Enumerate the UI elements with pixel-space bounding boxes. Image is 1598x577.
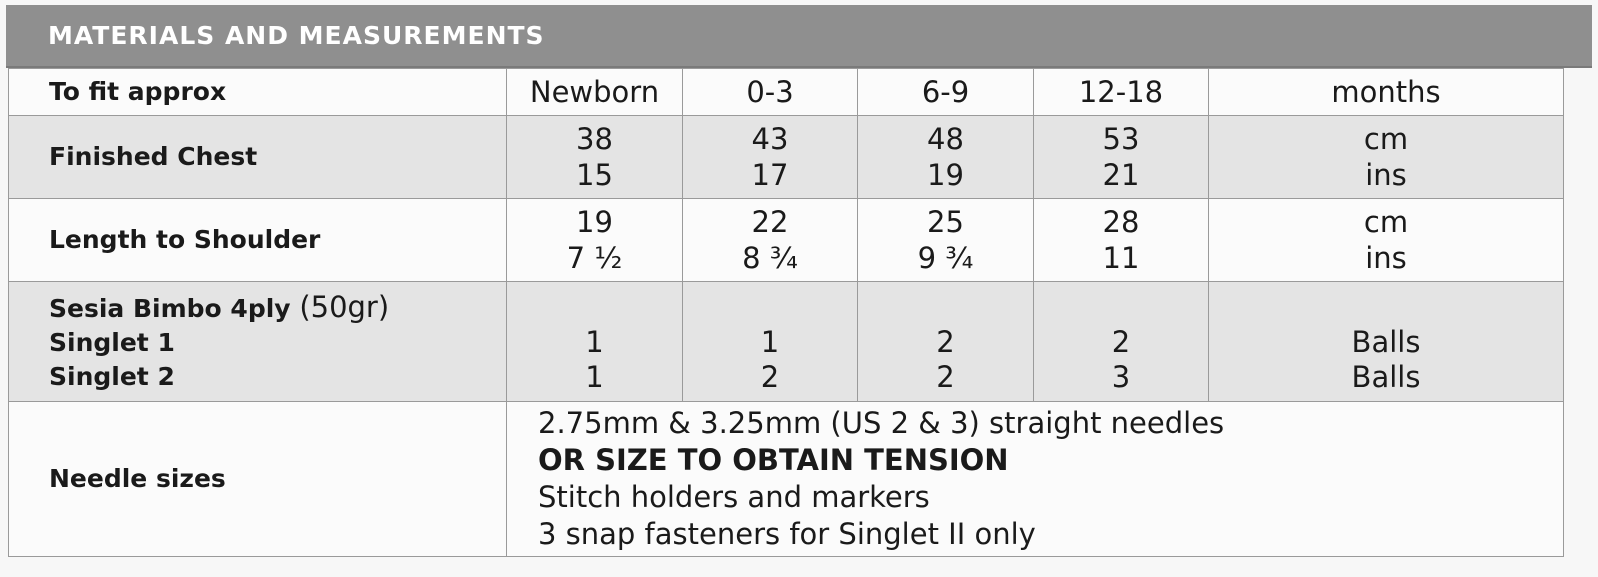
length-ins: 11 [1102, 241, 1140, 275]
singlet1-balls: 2 [1111, 324, 1131, 359]
chest-row: Finished Chest 38 15 43 17 48 19 53 21 cm ins [8, 115, 1564, 199]
length-cm: 19 [576, 205, 613, 239]
singlet2-balls: 2 [760, 359, 780, 394]
singlet1-label: Singlet 1 [49, 327, 175, 357]
singlet2-balls: 2 [936, 359, 955, 394]
length-cell: 25 9 ¾ [857, 198, 1034, 282]
length-cm: 22 [751, 205, 789, 239]
chest-cell: 48 19 [857, 115, 1034, 199]
length-unit-cell: cm ins [1208, 198, 1564, 282]
length-cm: 25 [927, 205, 964, 239]
tension-note: OR SIZE TO OBTAIN TENSION [538, 443, 1009, 477]
unit-cm: cm [1363, 205, 1409, 239]
chest-ins: 21 [1102, 158, 1140, 192]
needles-label: Needle sizes [8, 401, 507, 557]
yarn-label-cell: Sesia Bimbo 4ply (50gr) Singlet 1 Single… [8, 281, 507, 402]
size-0-3: 0-3 [682, 68, 858, 116]
unit-balls: Balls [1351, 359, 1421, 394]
length-cell: 22 8 ¾ [682, 198, 858, 282]
chest-cm: 48 [927, 122, 964, 156]
yarn-row: Sesia Bimbo 4ply (50gr) Singlet 1 Single… [8, 281, 1564, 402]
needles-row: Needle sizes 2.75mm & 3.25mm (US 2 & 3) … [8, 401, 1564, 557]
chest-ins: 19 [927, 158, 964, 192]
yarn-unit-cell: Balls Balls [1208, 281, 1564, 402]
fasteners-line: 3 snap fasteners for Singlet II only [538, 517, 1036, 551]
unit-cm: cm [1363, 122, 1409, 156]
chest-cell: 43 17 [682, 115, 858, 199]
chest-cm: 38 [576, 122, 613, 156]
chest-cell: 38 15 [506, 115, 683, 199]
singlet1-balls: 2 [936, 324, 955, 359]
singlet1-balls: 1 [760, 324, 780, 359]
needles-details: 2.75mm & 3.25mm (US 2 & 3) straight need… [506, 401, 1564, 557]
fit-unit: months [1208, 68, 1564, 116]
size-6-9: 6-9 [857, 68, 1034, 116]
notions-line: Stitch holders and markers [538, 480, 930, 514]
fit-row: To fit approx Newborn 0-3 6-9 12-18 mont… [8, 68, 1564, 116]
length-label: Length to Shoulder [8, 198, 507, 282]
unit-ins: ins [1365, 158, 1407, 192]
chest-ins: 15 [576, 158, 613, 192]
chest-unit-cell: cm ins [1208, 115, 1564, 199]
chest-cell: 53 21 [1033, 115, 1209, 199]
length-cm: 28 [1102, 205, 1140, 239]
section-title: MATERIALS AND MEASUREMENTS [48, 21, 545, 50]
length-ins: 9 ¾ [917, 241, 974, 275]
size-newborn: Newborn [506, 68, 683, 116]
chest-cm: 53 [1102, 122, 1140, 156]
materials-sheet: MATERIALS AND MEASUREMENTS To fit approx… [6, 5, 1592, 567]
size-12-18: 12-18 [1033, 68, 1209, 116]
length-cell: 19 7 ½ [506, 198, 683, 282]
unit-balls: Balls [1351, 324, 1421, 359]
length-ins: 7 ½ [566, 241, 623, 275]
singlet2-label: Singlet 2 [49, 361, 175, 391]
length-row: Length to Shoulder 19 7 ½ 22 8 ¾ 25 9 ¾ 28 1… [8, 198, 1564, 282]
singlet1-balls: 1 [585, 324, 604, 359]
yarn-name-line: Sesia Bimbo 4ply (50gr) [49, 290, 506, 326]
chest-cm: 43 [751, 122, 789, 156]
measurements-table: To fit approx Newborn 0-3 6-9 12-18 mont… [8, 68, 1564, 557]
length-ins: 8 ¾ [742, 241, 798, 275]
singlet2-balls: 3 [1111, 359, 1131, 394]
yarn-weight: (50gr) [299, 289, 390, 324]
unit-ins: ins [1365, 241, 1407, 275]
singlet2-balls: 1 [585, 359, 604, 394]
fit-label: To fit approx [8, 68, 507, 116]
needles-line: 2.75mm & 3.25mm (US 2 & 3) straight need… [538, 406, 1225, 440]
length-cell: 28 11 [1033, 198, 1209, 282]
yarn-name: Sesia Bimbo 4ply [49, 293, 291, 323]
chest-ins: 17 [751, 158, 789, 192]
chest-label: Finished Chest [8, 115, 507, 199]
section-header: MATERIALS AND MEASUREMENTS [6, 5, 1592, 68]
